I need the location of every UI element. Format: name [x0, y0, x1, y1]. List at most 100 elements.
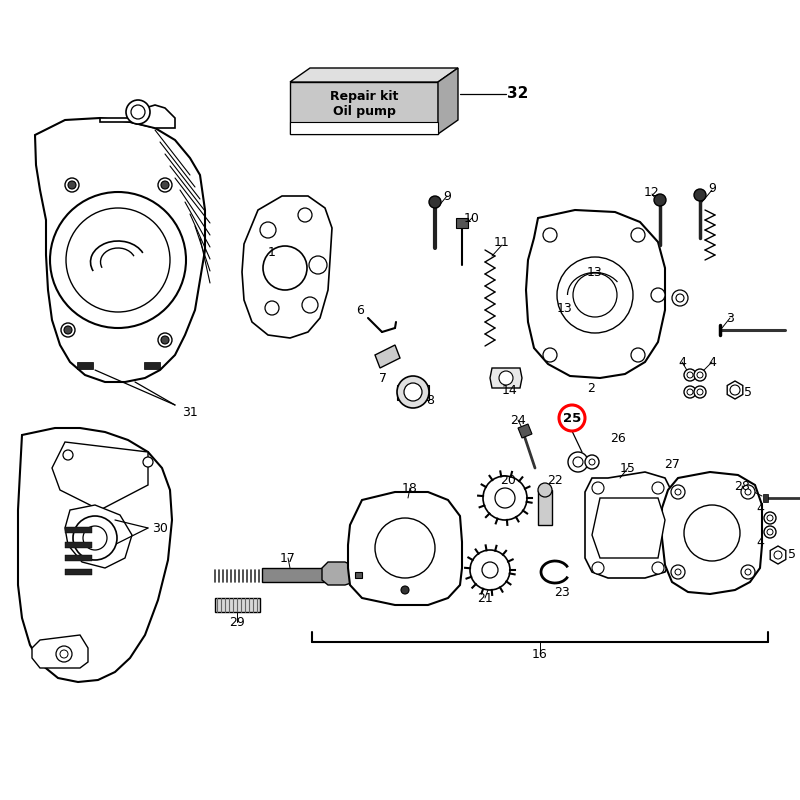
Polygon shape [18, 428, 172, 682]
Circle shape [65, 178, 79, 192]
Text: 4: 4 [756, 502, 764, 514]
Polygon shape [518, 424, 532, 438]
Text: 6: 6 [356, 303, 364, 317]
Polygon shape [322, 562, 360, 585]
Circle shape [126, 100, 150, 124]
Text: 9: 9 [708, 182, 716, 194]
Polygon shape [438, 68, 458, 134]
Circle shape [573, 273, 617, 317]
Polygon shape [52, 442, 148, 510]
Circle shape [302, 297, 318, 313]
Text: 13: 13 [557, 302, 573, 314]
Circle shape [401, 586, 409, 594]
Circle shape [309, 256, 327, 274]
Circle shape [499, 371, 513, 385]
Circle shape [745, 489, 751, 495]
Circle shape [73, 516, 117, 560]
Circle shape [651, 288, 665, 302]
Circle shape [676, 294, 684, 302]
Text: 20: 20 [500, 474, 516, 486]
Circle shape [652, 562, 664, 574]
Circle shape [764, 526, 776, 538]
Circle shape [68, 181, 76, 189]
Polygon shape [662, 472, 762, 594]
Text: 16: 16 [532, 649, 548, 662]
Circle shape [143, 457, 153, 467]
Text: 32: 32 [507, 86, 529, 102]
Text: 2: 2 [587, 382, 595, 394]
Polygon shape [65, 542, 92, 548]
Circle shape [260, 222, 276, 238]
Circle shape [652, 482, 664, 494]
Circle shape [589, 459, 595, 465]
Text: 17: 17 [280, 551, 296, 565]
Circle shape [684, 386, 696, 398]
Circle shape [158, 333, 172, 347]
Polygon shape [290, 68, 458, 82]
Text: 26: 26 [610, 431, 626, 445]
Text: 29: 29 [229, 615, 245, 629]
Circle shape [592, 482, 604, 494]
Circle shape [592, 562, 604, 574]
Text: 14: 14 [502, 383, 518, 397]
Circle shape [83, 526, 107, 550]
Text: 8: 8 [426, 394, 434, 406]
Circle shape [694, 386, 706, 398]
Polygon shape [65, 527, 92, 533]
Circle shape [767, 515, 773, 521]
Polygon shape [65, 569, 92, 575]
Circle shape [675, 489, 681, 495]
Circle shape [495, 488, 515, 508]
Text: 7: 7 [379, 371, 387, 385]
Polygon shape [100, 105, 175, 128]
Polygon shape [32, 635, 88, 668]
Circle shape [161, 336, 169, 344]
Polygon shape [65, 555, 92, 561]
Circle shape [557, 257, 633, 333]
Polygon shape [290, 122, 438, 134]
Circle shape [741, 485, 755, 499]
Text: 18: 18 [402, 482, 418, 494]
Polygon shape [355, 572, 362, 578]
Circle shape [672, 290, 688, 306]
Polygon shape [763, 494, 768, 502]
Text: 13: 13 [587, 266, 603, 278]
Circle shape [538, 483, 552, 497]
Text: 22: 22 [547, 474, 563, 486]
Circle shape [158, 178, 172, 192]
Circle shape [687, 389, 693, 395]
Polygon shape [77, 362, 93, 369]
Polygon shape [348, 492, 462, 605]
Circle shape [697, 372, 703, 378]
Text: 30: 30 [152, 522, 168, 534]
Circle shape [697, 389, 703, 395]
Circle shape [483, 476, 527, 520]
Text: 3: 3 [726, 311, 734, 325]
Polygon shape [397, 385, 429, 400]
Circle shape [559, 405, 585, 431]
Polygon shape [262, 568, 330, 582]
Circle shape [675, 569, 681, 575]
Circle shape [56, 646, 72, 662]
Circle shape [60, 650, 68, 658]
Polygon shape [65, 505, 132, 568]
Text: 28: 28 [734, 479, 750, 493]
Polygon shape [585, 472, 672, 578]
Circle shape [568, 452, 588, 472]
Text: 21: 21 [477, 591, 493, 605]
Circle shape [774, 551, 782, 559]
Circle shape [694, 369, 706, 381]
Circle shape [64, 326, 72, 334]
Polygon shape [490, 368, 522, 388]
Circle shape [687, 372, 693, 378]
Circle shape [573, 457, 583, 467]
Text: 27: 27 [664, 458, 680, 471]
Polygon shape [526, 210, 665, 378]
Circle shape [429, 196, 441, 208]
Circle shape [543, 228, 557, 242]
Circle shape [397, 376, 429, 408]
Circle shape [767, 529, 773, 535]
Polygon shape [242, 196, 332, 338]
Text: 15: 15 [620, 462, 636, 474]
Circle shape [631, 348, 645, 362]
